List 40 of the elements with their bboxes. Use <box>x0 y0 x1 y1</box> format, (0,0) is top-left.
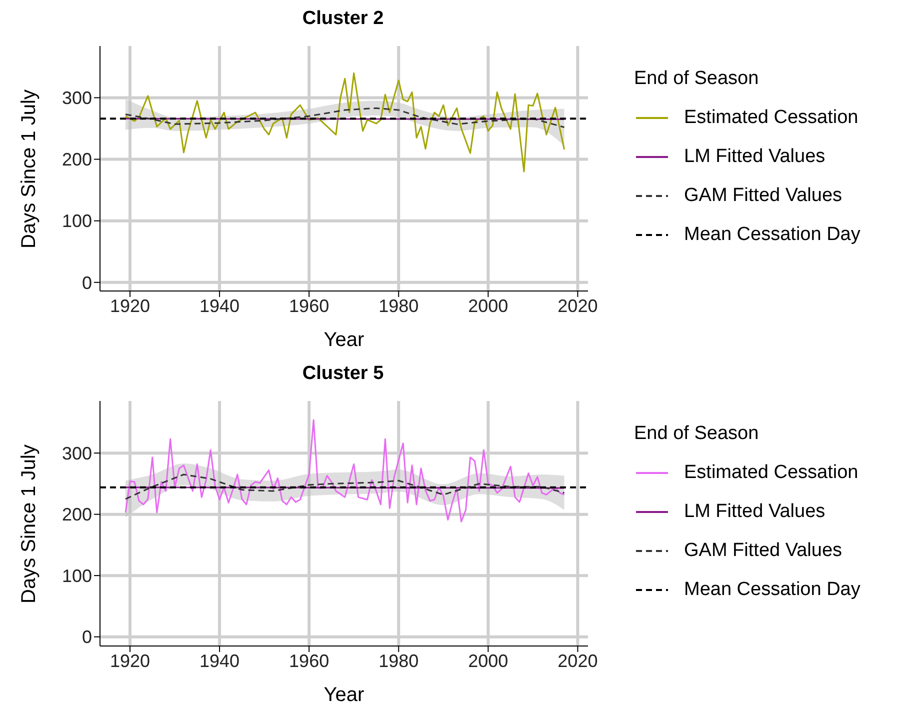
legend-label: LM Fitted Values <box>684 146 826 168</box>
x-tick-label: 2020 <box>558 296 598 316</box>
legend-label: Estimated Cessation <box>684 462 858 484</box>
y-axis-title: Days Since 1 July <box>18 90 40 248</box>
legend-label: Estimated Cessation <box>684 106 858 128</box>
y-tick-label: 0 <box>82 627 92 648</box>
y-tick-label: 300 <box>62 443 92 464</box>
y-tick-label: 100 <box>62 211 92 232</box>
legend-label: GAM Fitted Values <box>684 540 842 562</box>
legend-title: End of Season <box>634 423 760 445</box>
y-tick-label: 0 <box>82 272 92 293</box>
x-tick-label: 2000 <box>468 650 508 671</box>
x-axis-title: Year <box>324 684 365 706</box>
x-tick-label: 1920 <box>110 296 150 316</box>
legend-title: End of Season <box>634 68 760 90</box>
y-tick-label: 300 <box>62 88 92 108</box>
x-tick-label: 1960 <box>289 296 330 316</box>
x-axis-title: Year <box>324 329 365 351</box>
x-tick-label: 1960 <box>289 650 330 671</box>
x-tick-label: 1940 <box>200 650 240 671</box>
legend-label: Mean Cessation Day <box>684 578 860 600</box>
legend-label: GAM Fitted Values <box>684 184 842 206</box>
legend-label: LM Fitted Values <box>684 500 826 522</box>
x-tick-label: 1980 <box>378 296 419 316</box>
x-tick-label: 1980 <box>378 650 419 671</box>
line-series <box>124 419 566 522</box>
x-tick-label: 2020 <box>558 650 598 671</box>
y-tick-label: 200 <box>62 504 92 525</box>
y-tick-label: 200 <box>62 150 92 170</box>
line-series <box>124 72 566 172</box>
line-series <box>124 107 566 128</box>
x-tick-label: 1920 <box>110 650 150 671</box>
chart-title: Cluster 5 <box>301 363 385 385</box>
chart-title: Cluster 2 <box>301 8 385 30</box>
x-tick-label: 2000 <box>468 296 508 316</box>
x-tick-label: 1940 <box>200 296 240 316</box>
y-tick-label: 100 <box>62 566 92 586</box>
line-series <box>124 474 566 500</box>
y-axis-title: Days Since 1 July <box>18 444 40 604</box>
legend-label: Mean Cessation Day <box>684 224 860 246</box>
